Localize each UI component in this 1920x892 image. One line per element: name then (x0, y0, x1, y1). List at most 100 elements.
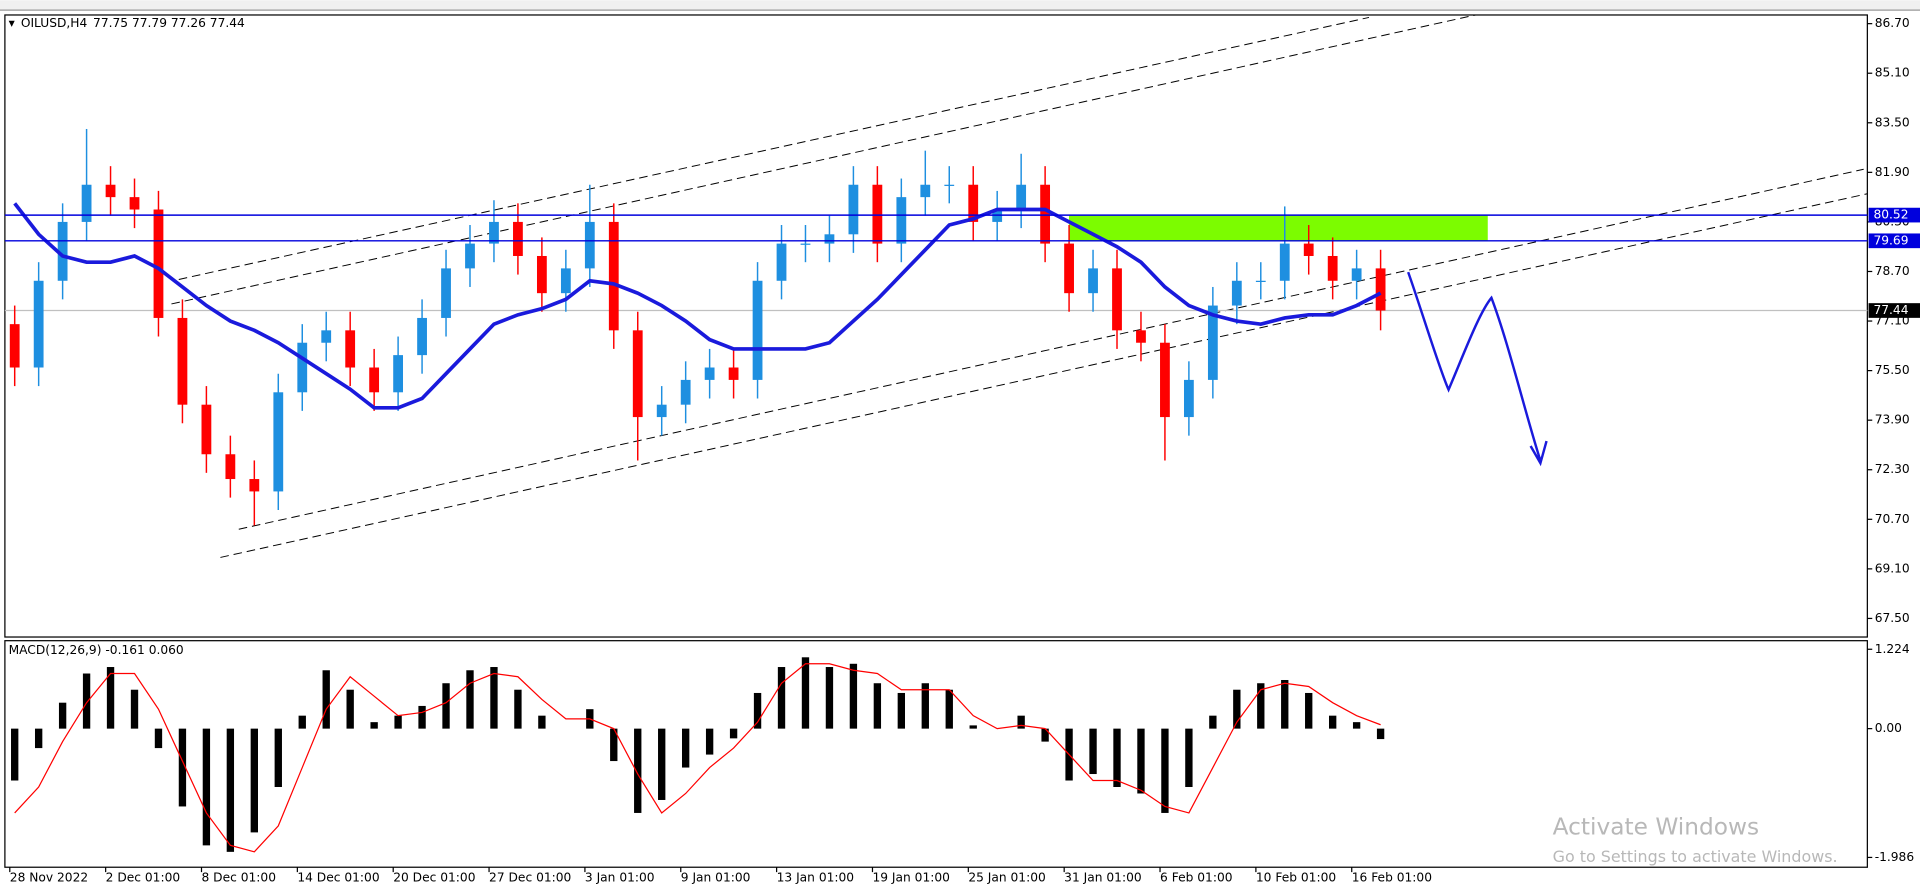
histogram-bar (945, 689, 953, 729)
candle-body (1351, 268, 1362, 281)
x-tick-label: 13 Jan 01:00 (777, 871, 854, 885)
histogram-bar (777, 667, 786, 729)
histogram-bar (442, 683, 450, 729)
candle-body (776, 243, 787, 281)
moving-average (13, 202, 1382, 410)
histogram-bar (1281, 679, 1289, 729)
candle-body (536, 255, 547, 294)
level-label: 80.52 (1873, 208, 1908, 222)
x-tick-label: 31 Jan 01:00 (1064, 871, 1141, 885)
histogram-bar (178, 728, 187, 807)
y-tick-label: -1.986 (1875, 850, 1915, 864)
x-tick-label: 16 Feb 01:00 (1352, 871, 1432, 885)
level-label: 79.69 (1873, 233, 1908, 247)
signal-line (14, 663, 1381, 853)
candle-body (1016, 184, 1027, 210)
histogram-bar (346, 689, 354, 729)
last-price-label: 77.44 (1873, 303, 1908, 317)
y-tick-label: 86.70 (1875, 16, 1910, 30)
histogram-bar (1113, 728, 1121, 788)
x-tick-label: 28 Nov 2022 (10, 871, 88, 885)
x-tick-label: 20 Dec 01:00 (393, 871, 475, 885)
histogram-bar (514, 689, 522, 729)
candle-body (393, 355, 404, 393)
supply-zone (1068, 215, 1488, 241)
trendline (238, 168, 1864, 530)
histogram-bar (1376, 728, 1385, 740)
candle-body (608, 221, 619, 331)
price-panel (4, 14, 1868, 638)
candle-body (824, 234, 835, 244)
candle-body (441, 268, 451, 318)
histogram-bar (274, 728, 282, 788)
candle-body (105, 184, 116, 198)
histogram-bar (1329, 715, 1337, 729)
candle-body (800, 243, 811, 245)
histogram-bar (1041, 728, 1049, 742)
hand-drawn-arrow (1407, 271, 1548, 467)
histogram-bar (370, 722, 378, 729)
candle-body (1255, 280, 1266, 282)
histogram-bar (849, 663, 858, 729)
histogram-bar (322, 670, 330, 729)
trendlines (171, 14, 1868, 558)
candle-body (848, 184, 859, 235)
y-tick-label: 70.70 (1875, 512, 1910, 526)
histogram-bar (202, 728, 211, 846)
x-tick-label: 27 Dec 01:00 (489, 871, 571, 885)
histogram-bar (634, 728, 642, 813)
histogram-bar (1233, 689, 1241, 729)
candle-body (584, 221, 595, 269)
level-label-bg (1868, 207, 1920, 223)
histogram-bar (921, 683, 929, 729)
histogram-bar (801, 657, 810, 729)
histogram-bar (34, 728, 43, 749)
candle-body (33, 280, 44, 368)
x-tick-label: 3 Jan 01:00 (585, 871, 655, 885)
candle-body (9, 324, 20, 368)
candle-body (1207, 305, 1218, 380)
y-tick-label: 81.90 (1875, 165, 1910, 179)
candle-body (489, 221, 499, 244)
candle-body (249, 479, 260, 492)
histogram-bar (681, 728, 690, 768)
histogram-bar (1257, 683, 1265, 729)
candle-body (153, 209, 164, 318)
y-tick-label: 73.90 (1875, 413, 1910, 427)
histogram-bar (1089, 728, 1097, 775)
y-tick-label: 85.10 (1875, 66, 1910, 80)
y-tick-label: 69.10 (1875, 561, 1910, 575)
y-tick-label: 1.224 (1875, 642, 1910, 656)
trendline (178, 16, 1370, 280)
histogram-bar (1185, 728, 1193, 788)
y-tick-label: 75.50 (1875, 363, 1910, 377)
x-tick-label: 6 Feb 01:00 (1160, 871, 1232, 885)
trendline (171, 14, 1476, 305)
last-price-bg (1868, 303, 1920, 318)
candle-body (920, 184, 931, 198)
x-tick-label: 14 Dec 01:00 (297, 871, 379, 885)
candle-body (872, 184, 883, 244)
x-tick-label: 19 Jan 01:00 (872, 871, 949, 885)
y-tick-label: 67.50 (1875, 611, 1910, 625)
candle-body (345, 330, 356, 368)
histogram-bar (873, 683, 882, 729)
histogram-bar (897, 692, 906, 729)
histogram-bar (705, 728, 714, 755)
candle-body (273, 392, 284, 492)
histogram-bar (490, 667, 498, 729)
candle-body (1040, 184, 1051, 244)
candle-body (1279, 243, 1290, 281)
histogram-bar (729, 728, 738, 739)
histogram-bar (1017, 715, 1025, 729)
histogram-bar (1137, 728, 1145, 794)
histogram-bar (82, 673, 91, 729)
symbol-ohlc: 77.75 77.79 77.26 77.44 (93, 16, 245, 30)
candle-body (1327, 255, 1338, 281)
watermark-title: Activate Windows (1553, 814, 1759, 841)
candle-body (656, 404, 667, 418)
x-tick-label: 9 Jan 01:00 (681, 871, 751, 885)
trendline (220, 193, 1868, 558)
candle-body (1303, 243, 1314, 256)
